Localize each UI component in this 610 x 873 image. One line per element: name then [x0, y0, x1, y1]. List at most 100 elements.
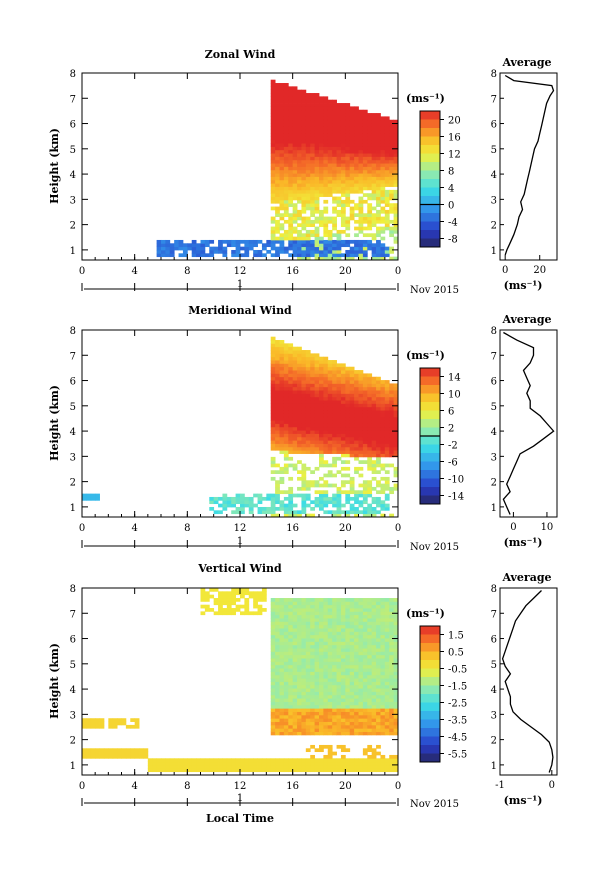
- heatmap-cell: [384, 159, 390, 164]
- heatmap-cell: [270, 166, 276, 171]
- heatmap-cell: [275, 661, 280, 666]
- heatmap-cell: [362, 460, 368, 464]
- heatmap-cell: [345, 466, 351, 471]
- heatmap-cell: [340, 714, 346, 719]
- heatmap-cell: [323, 183, 329, 187]
- heatmap-cell: [288, 604, 294, 609]
- heatmap-cell: [310, 470, 316, 474]
- heatmap-cell: [279, 634, 285, 639]
- heatmap-cell: [165, 239, 171, 244]
- heatmap-cell: [380, 506, 386, 511]
- heatmap-cell: [354, 400, 359, 404]
- heatmap-cell: [380, 436, 386, 441]
- colorbar-swatch: [420, 487, 440, 496]
- heatmap-cell: [240, 503, 245, 508]
- heatmap-cell: [231, 601, 237, 606]
- heatmap-cell: [336, 410, 342, 414]
- heatmap-cell: [332, 403, 337, 408]
- heatmap-cell: [270, 651, 276, 656]
- heatmap-cell: [349, 664, 355, 669]
- heatmap-cell: [327, 413, 333, 418]
- heatmap-cell: [257, 598, 263, 602]
- heatmap-cell: [323, 403, 329, 408]
- heatmap-cell: [332, 433, 337, 438]
- heatmap-cell: [354, 671, 359, 676]
- heatmap-cell: [174, 239, 179, 244]
- heatmap-cell: [319, 133, 324, 137]
- heatmap-cell: [380, 243, 386, 248]
- heatmap-cell: [209, 764, 215, 769]
- heatmap-cell: [371, 403, 377, 408]
- heatmap-cell: [283, 661, 289, 666]
- heatmap-cell: [261, 588, 267, 592]
- heatmap-cell: [362, 373, 368, 378]
- heatmap-cell: [323, 664, 329, 669]
- heatmap-cell: [345, 608, 351, 612]
- heatmap-cell: [376, 219, 381, 224]
- heatmap-cell: [275, 363, 280, 368]
- heatmap-cell: [257, 496, 263, 501]
- heatmap-cell: [310, 173, 316, 177]
- heatmap-cell: [310, 694, 316, 699]
- heatmap-cell: [283, 698, 289, 702]
- heatmap-cell: [275, 621, 280, 626]
- heatmap-cell: [301, 724, 307, 729]
- heatmap-cell: [125, 748, 131, 753]
- heatmap-cell: [371, 213, 377, 217]
- heatmap-cell: [349, 721, 355, 726]
- heatmap-cell: [393, 206, 399, 211]
- profile-y-tick-label: 2: [491, 221, 497, 232]
- heatmap-cell: [336, 256, 342, 261]
- heatmap-cell: [349, 668, 355, 672]
- heatmap-cell: [371, 149, 377, 154]
- heatmap-cell: [354, 513, 359, 518]
- heatmap-cell: [376, 246, 381, 251]
- heatmap-cell: [323, 764, 329, 769]
- heatmap-cell: [384, 179, 390, 184]
- heatmap-cell: [301, 149, 307, 154]
- heatmap-cell: [270, 648, 276, 652]
- heatmap-cell: [248, 506, 254, 511]
- heatmap-cell: [319, 433, 324, 438]
- heatmap-cell: [327, 116, 333, 121]
- heatmap-cell: [297, 216, 302, 221]
- heatmap-cell: [323, 406, 329, 411]
- heatmap-cell: [332, 671, 337, 676]
- x-tick-label: 0: [79, 266, 85, 277]
- heatmap-cell: [340, 109, 346, 114]
- heatmap-cell: [305, 708, 311, 712]
- heatmap-cell: [283, 386, 289, 391]
- heatmap-cell: [275, 761, 280, 766]
- heatmap-cell: [340, 440, 346, 444]
- heatmap-cell: [231, 239, 237, 244]
- heatmap-cell: [319, 143, 324, 147]
- heatmap-cell: [310, 711, 316, 716]
- heatmap-cell: [336, 671, 342, 676]
- heatmap-cell: [275, 658, 280, 662]
- heatmap-cell: [393, 183, 399, 187]
- heatmap-cell: [288, 658, 294, 662]
- heatmap-cell: [270, 393, 276, 398]
- heatmap-cell: [305, 426, 311, 431]
- heatmap-cell: [292, 664, 298, 669]
- heatmap-cell: [314, 239, 320, 244]
- heatmap-cell: [270, 139, 276, 144]
- heatmap-cell: [336, 611, 342, 616]
- heatmap-cell: [362, 136, 368, 141]
- heatmap-cell: [292, 694, 298, 699]
- heatmap-cell: [314, 658, 320, 662]
- heatmap-cell: [279, 503, 285, 508]
- heatmap-cell: [301, 156, 307, 161]
- heatmap-cell: [371, 416, 377, 421]
- heatmap-cell: [270, 513, 276, 518]
- heatmap-cell: [332, 416, 337, 421]
- heatmap-cell: [323, 199, 329, 204]
- heatmap-cell: [301, 123, 307, 127]
- heatmap-cell: [305, 480, 311, 485]
- colorbar-swatch: [420, 170, 440, 180]
- heatmap-cell: [345, 233, 351, 238]
- heatmap-cell: [380, 450, 386, 454]
- heatmap-cell: [367, 133, 373, 137]
- heatmap-cell: [380, 406, 386, 411]
- heatmap-cell: [376, 764, 381, 769]
